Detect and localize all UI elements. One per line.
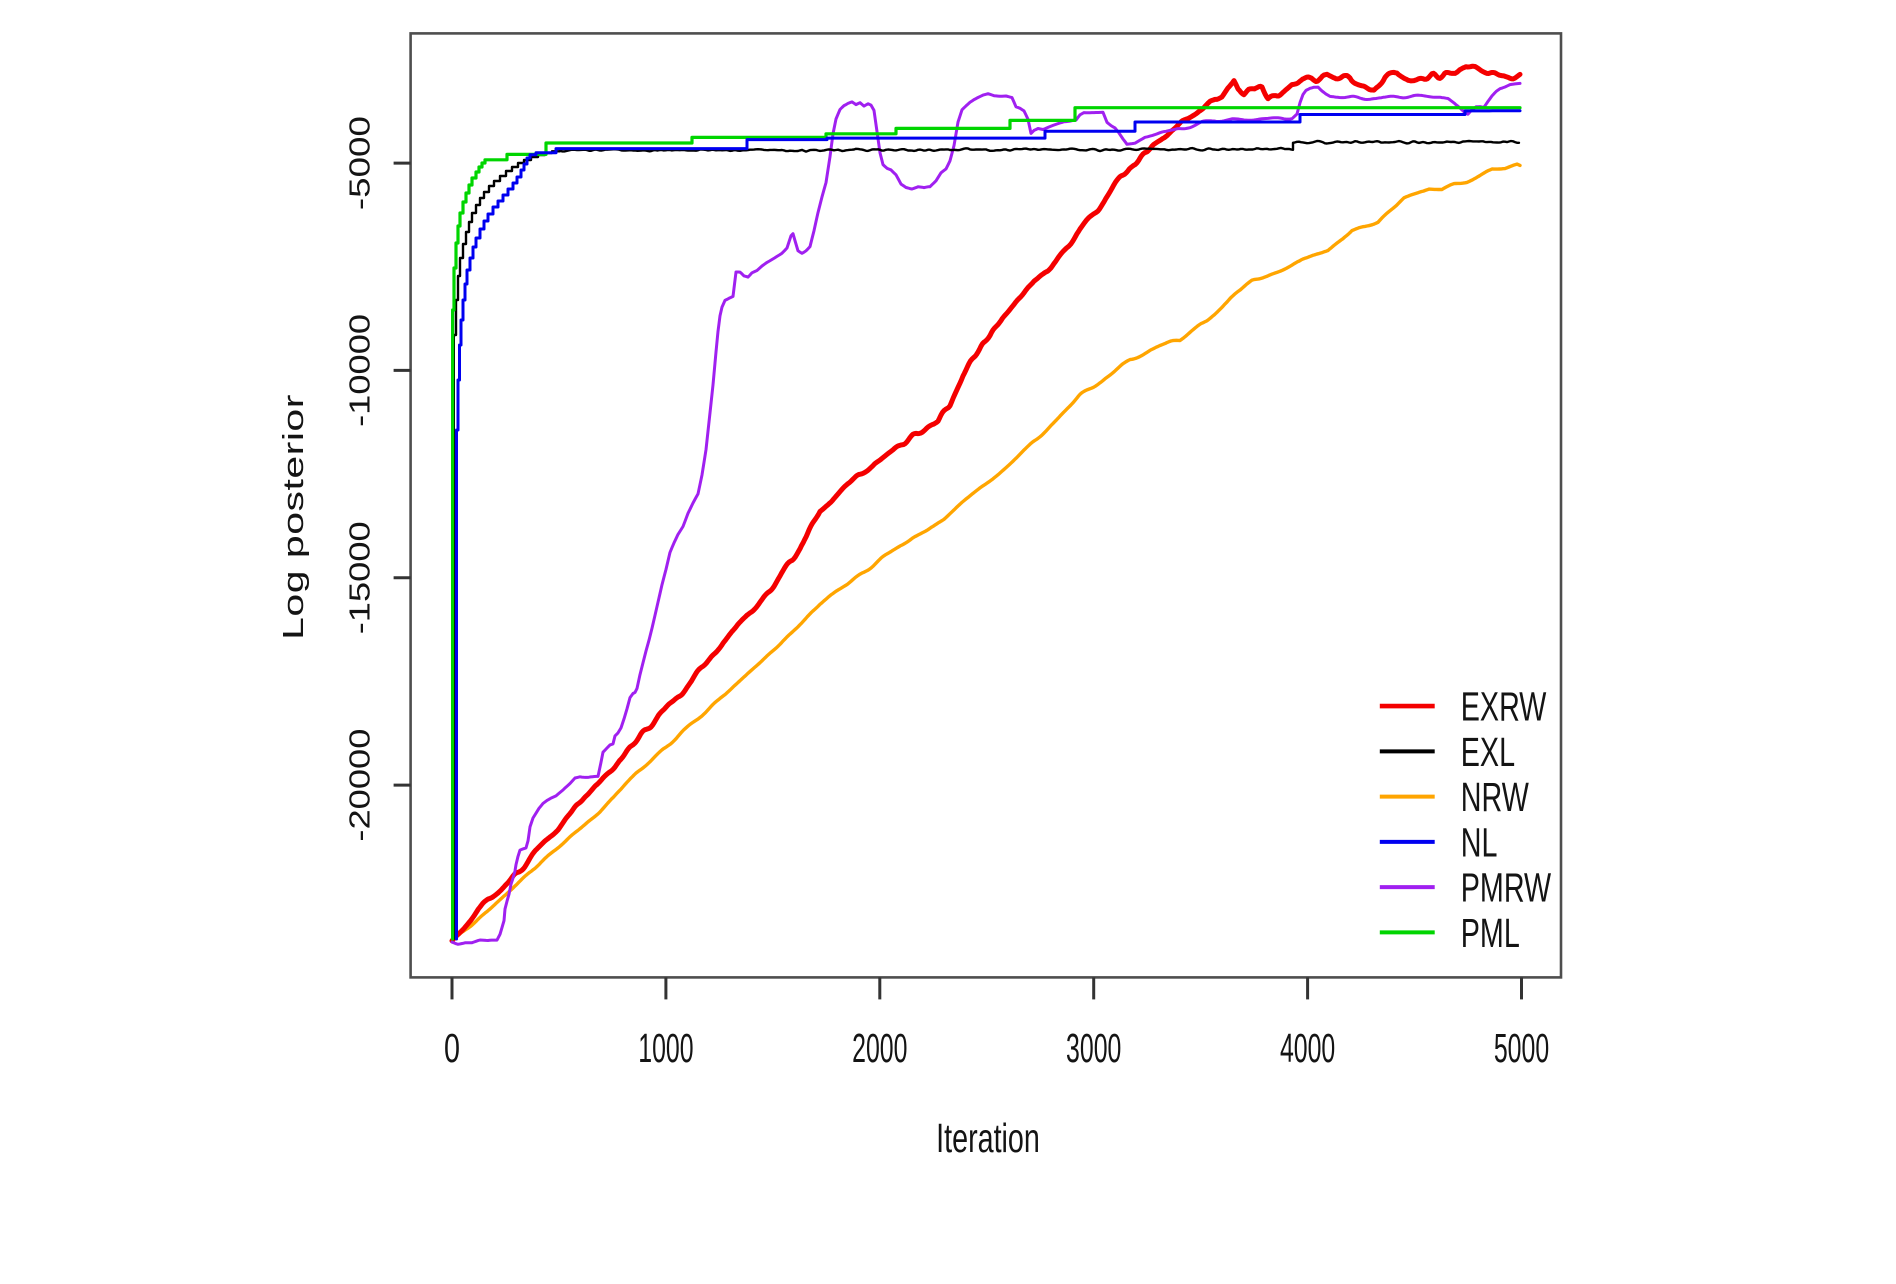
svg-text:EXRW: EXRW bbox=[1461, 685, 1547, 730]
svg-text:-20000: -20000 bbox=[344, 729, 376, 842]
svg-text:Log posterior: Log posterior bbox=[278, 394, 310, 640]
svg-text:4000: 4000 bbox=[1280, 1026, 1335, 1071]
svg-text:-15000: -15000 bbox=[344, 521, 376, 634]
svg-text:Iteration: Iteration bbox=[936, 1116, 1040, 1161]
svg-text:5000: 5000 bbox=[1494, 1026, 1549, 1071]
svg-text:NL: NL bbox=[1461, 821, 1498, 866]
svg-text:-10000: -10000 bbox=[344, 314, 376, 427]
svg-text:NRW: NRW bbox=[1461, 775, 1529, 820]
svg-text:-5000: -5000 bbox=[344, 116, 376, 210]
svg-text:PML: PML bbox=[1461, 911, 1520, 956]
svg-text:PMRW: PMRW bbox=[1461, 866, 1552, 911]
svg-text:0: 0 bbox=[444, 1026, 460, 1071]
svg-text:EXL: EXL bbox=[1461, 730, 1515, 775]
svg-text:2000: 2000 bbox=[852, 1026, 907, 1071]
svg-text:1000: 1000 bbox=[638, 1026, 693, 1071]
svg-text:3000: 3000 bbox=[1066, 1026, 1121, 1071]
